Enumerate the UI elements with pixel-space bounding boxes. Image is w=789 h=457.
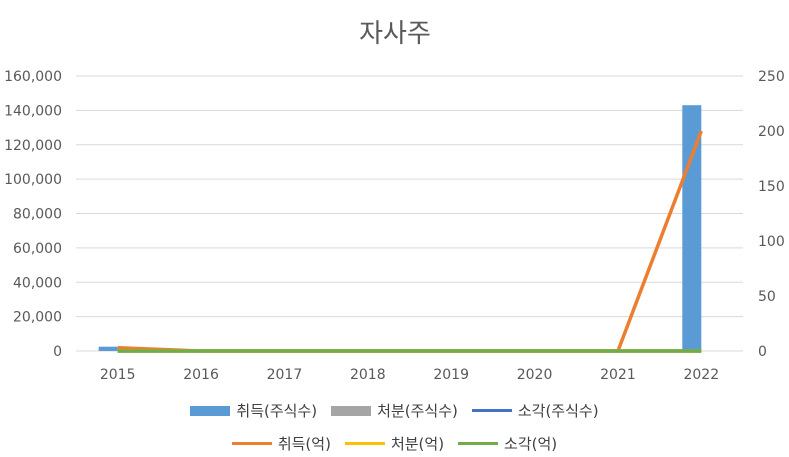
right-tick-label: 150 <box>758 179 785 195</box>
left-tick-label: 140,000 <box>4 103 62 119</box>
legend-label: 처분(억) <box>390 435 445 453</box>
left-tick-label: 40,000 <box>13 275 62 291</box>
left-tick-label: 20,000 <box>13 310 62 326</box>
legend-item-acquire-amount: 취득(억) <box>231 433 331 454</box>
gridlines <box>76 75 743 352</box>
legend-item-dispose-amount: 처분(억) <box>344 433 445 454</box>
legend-swatch <box>190 405 231 416</box>
legend-item-retire-amount: 소각(억) <box>458 433 557 454</box>
bar <box>98 346 118 351</box>
legend-item-retire-shares: 소각(주식수) <box>471 400 599 421</box>
legend-swatch <box>471 409 512 412</box>
x-tick-label: 2022 <box>683 367 719 383</box>
left-tick-label: 160,000 <box>4 69 62 85</box>
bar-series <box>98 105 702 351</box>
right-axis: 0 50 100 150 200 250 <box>758 69 785 360</box>
x-tick-label: 2019 <box>433 367 469 383</box>
legend-row-2: 취득(억) 처분(억) 소각(억) <box>0 433 789 454</box>
left-tick-label: 60,000 <box>13 241 62 257</box>
x-axis: 2015 2016 2017 2018 2019 2020 2021 2022 <box>100 367 719 383</box>
legend-label: 소각(억) <box>504 435 558 453</box>
x-tick-label: 2020 <box>517 367 553 383</box>
right-tick-label: 0 <box>758 344 767 360</box>
right-tick-label: 50 <box>758 289 776 305</box>
legend-label: 처분(주식수) <box>377 402 458 420</box>
series-line <box>117 130 703 353</box>
legend-label: 취득(주식수) <box>236 402 318 420</box>
legend-swatch <box>331 405 372 416</box>
chart-title: 자사주 <box>359 19 431 49</box>
legend-swatch <box>231 442 272 445</box>
right-tick-label: 200 <box>758 124 785 140</box>
x-tick-label: 2015 <box>100 367 136 383</box>
right-tick-label: 250 <box>758 69 785 85</box>
legend-swatch <box>344 442 385 445</box>
left-tick-label: 120,000 <box>4 138 62 154</box>
left-tick-label: 100,000 <box>4 172 62 188</box>
left-axis: 0 20,000 40,000 60,000 80,000 100,000 120,000 1… <box>4 69 62 360</box>
right-tick-label: 100 <box>758 234 785 250</box>
legend-label: 취득(억) <box>277 435 331 453</box>
x-tick-label: 2016 <box>183 367 219 383</box>
x-tick-label: 2018 <box>350 367 386 383</box>
left-tick-label: 0 <box>53 344 62 360</box>
legend-row-1: 취득(주식수) 처분(주식수) 소각(주식수) <box>0 400 789 421</box>
legend-item-acquire-shares: 취득(주식수) <box>190 400 317 421</box>
x-tick-label: 2021 <box>600 367 636 383</box>
left-tick-label: 80,000 <box>13 207 62 223</box>
legend-swatch <box>458 442 499 445</box>
line-series <box>117 130 703 353</box>
legend-item-dispose-shares: 처분(주식수) <box>331 400 458 421</box>
x-tick-label: 2017 <box>267 367 303 383</box>
legend-label: 소각(주식수) <box>517 402 599 420</box>
